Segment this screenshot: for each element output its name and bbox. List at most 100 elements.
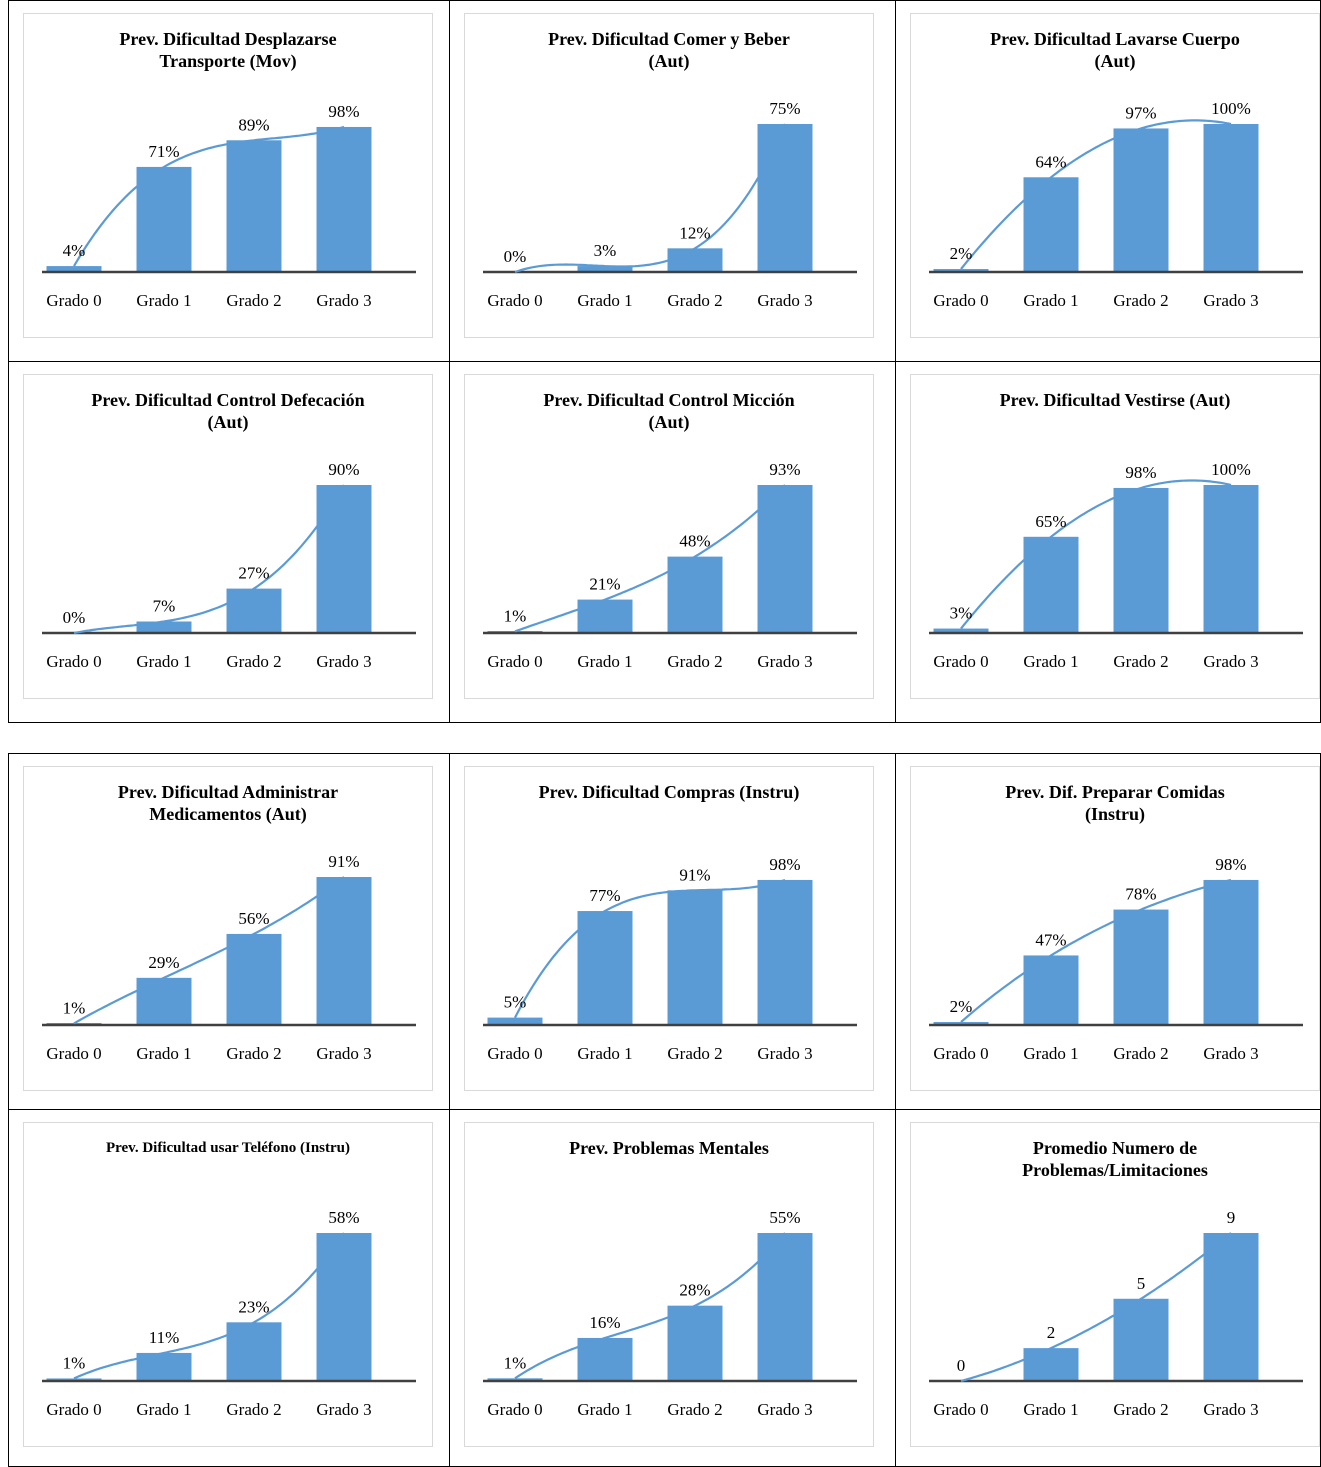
bar <box>933 1022 989 1025</box>
x-tick-label: Grado 1 <box>136 1044 191 1063</box>
data-label: 56% <box>238 909 269 928</box>
data-label: 27% <box>238 563 269 582</box>
x-tick-label: Grado 1 <box>136 1400 191 1419</box>
bar <box>577 1337 633 1381</box>
data-label: 2 <box>1047 1323 1056 1342</box>
x-tick-label: Grado 0 <box>487 1044 542 1063</box>
grid-cell: 5% 77% 91% 98% Grado 0 Grado 1 Grado 2 Grado 3 P… <box>450 754 896 1110</box>
data-label: 93% <box>769 460 800 479</box>
grid-cell: 2% 47% 78% 98% Grado 0 Grado 1 Grado 2 Grado 3 P… <box>896 754 1320 1110</box>
x-tick-label: Grado 2 <box>1113 652 1168 671</box>
chart-title: Prev. Dificultad Control Defecación (Aut… <box>91 389 365 432</box>
chart-title: Prev. Dificultad usar Teléfono (Instru) <box>105 1140 351 1156</box>
x-tick-label: Grado 1 <box>136 652 191 671</box>
data-label: 78% <box>1125 885 1156 904</box>
data-label: 16% <box>589 1313 620 1332</box>
trend-line <box>73 876 345 1025</box>
chart-panel-usar-telefono: 1% 11% 23% 58% Grado 0 Grado 1 Grado 2 Grado 3 P… <box>23 1122 433 1447</box>
data-label: 65% <box>1035 511 1066 530</box>
bar <box>667 556 723 633</box>
x-tick-label: Grado 3 <box>757 291 812 310</box>
chart-svg: 4% 71% 89% 98% Grado 0 Grado 1 Grado 2 Grado 3 <box>42 102 416 310</box>
grid-cell: 1% 21% 48% 93% Grado 0 Grado 1 Grado 2 Grado 3 P… <box>450 361 896 722</box>
data-label: 90% <box>328 460 359 479</box>
trend-line <box>73 483 345 634</box>
chart-title: Prev. Dificultad Administrar Medicamento… <box>117 782 339 824</box>
bar <box>1023 177 1079 272</box>
bar <box>667 1305 723 1381</box>
x-tick-label: Grado 3 <box>1203 1044 1258 1063</box>
trend-line <box>73 1232 345 1380</box>
x-tick-label: Grado 2 <box>667 652 722 671</box>
chart-title: Prev. Problemas Mentales <box>569 1138 769 1158</box>
x-tick-label: Grado 1 <box>136 291 191 310</box>
bar <box>757 484 813 633</box>
bar <box>757 1233 813 1381</box>
x-tick-label: Grado 1 <box>577 1044 632 1063</box>
chart-svg: 0% 7% 27% 90% Grado 0 Grado 1 Grado 2 Grado 3 <box>42 460 416 671</box>
data-label: 75% <box>769 99 800 118</box>
x-tick-label: Grado 1 <box>1023 1044 1078 1063</box>
data-label: 58% <box>328 1208 359 1227</box>
data-label: 98% <box>1215 855 1246 874</box>
data-label: 71% <box>148 142 179 161</box>
data-label: 2% <box>950 997 973 1016</box>
data-label: 5 <box>1137 1274 1146 1293</box>
grid-cell: 1% 16% 28% 55% Grado 0 Grado 1 Grado 2 Grado 3 P… <box>450 1110 896 1466</box>
data-label: 0 <box>957 1356 966 1375</box>
trend-line <box>960 878 1232 1023</box>
bar <box>46 1378 102 1381</box>
data-label: 28% <box>679 1281 710 1300</box>
bar <box>1113 909 1169 1025</box>
grid-cell: 1% 11% 23% 58% Grado 0 Grado 1 Grado 2 Grado 3 P… <box>9 1110 450 1466</box>
x-tick-label: Grado 3 <box>316 1044 371 1063</box>
x-tick-label: Grado 3 <box>1203 652 1258 671</box>
chart-title: Prev. Dif. Preparar Comidas (Instru) <box>1005 782 1225 824</box>
data-label: 9 <box>1227 1208 1236 1227</box>
chart-panel-vestirse: 3% 65% 98% 100% Grado 0 Grado 1 Grado 2 Grado 3… <box>910 373 1320 699</box>
data-label: 0% <box>504 247 527 266</box>
bar <box>46 266 102 272</box>
chart-panel-control-defecacion: 0% 7% 27% 90% Grado 0 Grado 1 Grado 2 Grado 3 Pr… <box>23 373 433 699</box>
x-tick-label: Grado 1 <box>577 652 632 671</box>
x-tick-label: Grado 1 <box>577 1400 632 1419</box>
data-label: 100% <box>1211 99 1251 118</box>
x-tick-label: Grado 1 <box>1023 652 1078 671</box>
bar <box>316 484 372 633</box>
x-tick-label: Grado 1 <box>577 291 632 310</box>
data-label: 1% <box>504 1353 527 1372</box>
bar <box>1023 1348 1079 1381</box>
trend-line <box>960 478 1232 629</box>
data-label: 23% <box>238 1297 269 1316</box>
x-tick-label: Grado 0 <box>933 652 988 671</box>
data-label: 98% <box>1125 462 1156 481</box>
bar <box>487 1378 543 1381</box>
bar <box>577 599 633 633</box>
chart-panel-lavarse-cuerpo: 2% 64% 97% 100% Grado 0 Grado 1 Grado 2 Grado 3… <box>910 13 1320 338</box>
trend-line <box>514 1232 786 1380</box>
data-label: 97% <box>1125 103 1156 122</box>
data-label: 1% <box>63 1353 86 1372</box>
data-label: 3% <box>594 241 617 260</box>
data-label: 5% <box>504 993 527 1012</box>
data-label: 2% <box>950 244 973 263</box>
grid-cell: 4% 71% 89% 98% Grado 0 Grado 1 Grado 2 Grado 3 P… <box>9 1 450 362</box>
chart-panel-preparar-comidas: 2% 47% 78% 98% Grado 0 Grado 1 Grado 2 Grado 3 P… <box>910 766 1320 1091</box>
x-tick-label: Grado 2 <box>226 1400 281 1419</box>
x-tick-label: Grado 3 <box>757 1044 812 1063</box>
bar <box>1113 1298 1169 1381</box>
bar <box>577 266 633 272</box>
x-tick-label: Grado 1 <box>1023 291 1078 310</box>
chart-svg: 2% 64% 97% 100% Grado 0 Grado 1 Grado 2 Grado 3 <box>929 99 1303 310</box>
bar <box>136 977 192 1025</box>
grid-cell: 0% 3% 12% 75% Grado 0 Grado 1 Grado 2 Grado 3 Pr… <box>450 1 896 362</box>
x-tick-label: Grado 2 <box>1113 291 1168 310</box>
x-tick-label: Grado 2 <box>226 291 281 310</box>
bar <box>316 126 372 273</box>
bar <box>1023 536 1079 633</box>
x-tick-label: Grado 0 <box>933 1400 988 1419</box>
data-label: 4% <box>63 241 86 260</box>
bar <box>1203 484 1259 633</box>
x-tick-label: Grado 0 <box>46 1400 101 1419</box>
data-label: 91% <box>679 865 710 884</box>
